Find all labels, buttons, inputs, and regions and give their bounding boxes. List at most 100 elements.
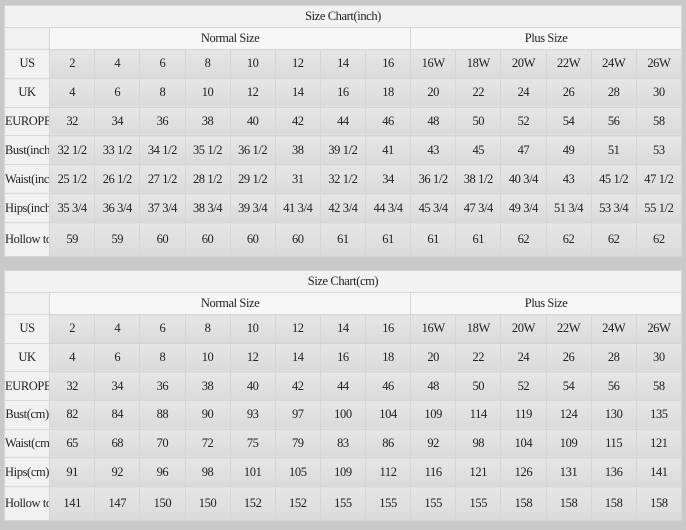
table-cell: 10 bbox=[184, 342, 231, 373]
table-cell: 79 bbox=[274, 428, 321, 459]
table-cell: 8 bbox=[184, 314, 231, 344]
table-cell: 90 bbox=[184, 399, 231, 430]
table-cell: 158 bbox=[500, 486, 547, 521]
table-cell: 49 bbox=[545, 135, 592, 166]
table-cell: 28 bbox=[590, 77, 637, 108]
table-cell: 22 bbox=[455, 77, 502, 108]
table-cell: 41 bbox=[364, 135, 412, 166]
table-cell: 26 bbox=[545, 77, 592, 108]
table-cell: 43 bbox=[410, 135, 457, 166]
table-cell: 18W bbox=[455, 314, 502, 344]
table-cell: 51 bbox=[590, 135, 637, 166]
table-cell: 72 bbox=[184, 428, 231, 459]
table-cell: 61 bbox=[410, 222, 457, 257]
table-cell: 12 bbox=[229, 77, 276, 108]
table-cell: 36 3/4 bbox=[94, 193, 141, 223]
table-cell: 14 bbox=[274, 342, 321, 373]
table-cell: 32 bbox=[49, 371, 96, 401]
table-cell: 4 bbox=[49, 77, 96, 108]
table-cell: 12 bbox=[229, 342, 276, 373]
table-cell: 36 bbox=[139, 371, 186, 401]
table-cell: 20W bbox=[500, 49, 547, 79]
table-cell: 40 3/4 bbox=[500, 164, 547, 195]
table-cell: 150 bbox=[184, 486, 231, 521]
table-cell: 100 bbox=[319, 399, 367, 430]
table-cell: 38 bbox=[184, 106, 231, 137]
table-cell: 36 1/2 bbox=[229, 135, 276, 166]
table-cell: 50 bbox=[455, 106, 502, 137]
table-cell: 26W bbox=[635, 49, 683, 79]
table-cell: 52 bbox=[500, 371, 547, 401]
table-cell: 32 bbox=[49, 106, 96, 137]
table-cell: 58 bbox=[635, 106, 683, 137]
table-cell: 20W bbox=[500, 314, 547, 344]
table-row: US 2 4 6 8 10 12 14 16 16W 18W 20W 22W 24W 26W bbox=[3, 314, 683, 344]
table-cell: 28 bbox=[590, 342, 637, 373]
table-cell: 26 bbox=[545, 342, 592, 373]
table-cell: 25 1/2 bbox=[49, 164, 96, 195]
table-cell: 16 bbox=[319, 77, 367, 108]
table-cell: 38 bbox=[184, 371, 231, 401]
table-cell: 22W bbox=[545, 314, 592, 344]
table-cell: 104 bbox=[364, 399, 412, 430]
table-cell: 55 1/2 bbox=[635, 193, 683, 223]
row-label: Waist(inch) bbox=[3, 164, 51, 195]
size-chart-inch: Size Chart(inch) Normal Size Plus Size US 2 4… bbox=[3, 5, 683, 257]
table-row: EUROPE 32 34 36 38 40 42 44 46 48 50 52 54 56 58 bbox=[3, 371, 683, 401]
table-cell: 109 bbox=[545, 428, 592, 459]
table-cell: 147 bbox=[94, 486, 141, 521]
table-cell: 61 bbox=[364, 222, 412, 257]
table-cell: 24 bbox=[500, 342, 547, 373]
table-cell: 30 bbox=[635, 77, 683, 108]
size-chart-cm: Size Chart(cm) Normal Size Plus Size US 2 4 6 8… bbox=[3, 270, 683, 521]
table-cell: 22W bbox=[545, 49, 592, 79]
table-cell: 141 bbox=[49, 486, 96, 521]
table-cell: 14 bbox=[319, 49, 367, 79]
table-cell: 4 bbox=[94, 314, 141, 344]
table-cell: 93 bbox=[229, 399, 276, 430]
table-cell: 46 bbox=[364, 371, 412, 401]
table-row: US 2 4 6 8 10 12 14 16 16W 18W 20W 22W 24W 26W bbox=[3, 49, 683, 79]
table-cell: 41 3/4 bbox=[274, 193, 321, 223]
table-cell: 16 bbox=[319, 342, 367, 373]
table-row: Waist(inch)25 1/226 1/227 1/228 1/229 1/… bbox=[3, 164, 683, 195]
table-cell: 50 bbox=[455, 371, 502, 401]
group-header: Normal Size bbox=[49, 292, 412, 315]
chart-title: Size Chart(inch) bbox=[4, 5, 682, 28]
table-cell: 70 bbox=[139, 428, 186, 459]
row-label: Bust(cm) bbox=[3, 399, 51, 430]
table-cell: 97 bbox=[274, 399, 321, 430]
table-cell: 61 bbox=[319, 222, 367, 257]
table-cell: 34 bbox=[94, 371, 141, 401]
table-cell: 29 1/2 bbox=[229, 164, 276, 195]
table-cell: 33 1/2 bbox=[94, 135, 141, 166]
table-cell: 116 bbox=[410, 457, 457, 487]
table-cell: 6 bbox=[94, 342, 141, 373]
table-cell: 60 bbox=[274, 222, 321, 257]
table-cell: 32 1/2 bbox=[49, 135, 96, 166]
table-cell: 18W bbox=[455, 49, 502, 79]
table-cell: 48 bbox=[410, 106, 457, 137]
table-cell: 101 bbox=[229, 457, 276, 487]
table-cell: 35 3/4 bbox=[49, 193, 96, 223]
table-cell: 158 bbox=[545, 486, 592, 521]
table-cell: 32 1/2 bbox=[319, 164, 367, 195]
table-cell: 53 3/4 bbox=[590, 193, 637, 223]
table-cell: 152 bbox=[229, 486, 276, 521]
table-cell: 39 1/2 bbox=[319, 135, 367, 166]
table-cell: 59 bbox=[49, 222, 96, 257]
table-cell: 34 1/2 bbox=[139, 135, 186, 166]
table-cell: 18 bbox=[364, 77, 412, 108]
table-cell: 68 bbox=[94, 428, 141, 459]
table-cell: 56 bbox=[590, 106, 637, 137]
title-row: Size Chart(cm) bbox=[4, 270, 682, 293]
table-cell: 16 bbox=[364, 49, 412, 79]
table-cell: 92 bbox=[410, 428, 457, 459]
table-cell: 28 1/2 bbox=[184, 164, 231, 195]
table-row: Hollow to Floor(cm)141147150150152152155… bbox=[3, 486, 683, 521]
table-cell: 158 bbox=[590, 486, 637, 521]
table-row: Bust(inch) 32 1/2 33 1/2 34 1/2 35 1/2 36 1/2… bbox=[3, 135, 683, 166]
table-cell: 109 bbox=[319, 457, 367, 487]
row-label: Hips(cm) bbox=[3, 457, 51, 487]
table-cell: 54 bbox=[545, 106, 592, 137]
